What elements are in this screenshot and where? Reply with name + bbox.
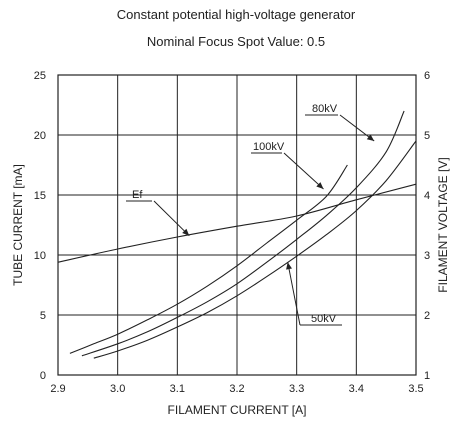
chart-subtitle: Nominal Focus Spot Value: 0.5	[147, 34, 325, 49]
x-tick-label: 3.3	[289, 383, 304, 395]
callout-arrowhead-80kv	[366, 134, 375, 141]
y2-tick-label: 2	[424, 310, 430, 322]
x-tick-label: 3.5	[408, 383, 423, 395]
y-tick-label: 15	[34, 190, 46, 202]
gridlines	[57, 74, 417, 376]
callout-label-80kv: 80kV	[312, 103, 338, 115]
y2-axis-label: FILAMENT VOLTAGE [V]	[436, 157, 450, 292]
curves	[57, 110, 417, 359]
callout-leader-50kv	[287, 262, 342, 326]
chart-title: Constant potential high-voltage generato…	[117, 7, 356, 22]
callout-label-50kv: 50kV	[311, 313, 337, 325]
y-axis-label: TUBE CURRENT [mA]	[11, 164, 25, 286]
tick-labels: 2.9 3.0 3.1 3.2 3.3 3.4 3.5 0 5 10 15 20 25 1 2 3 4 5 6	[34, 70, 430, 395]
x-tick-label: 3.0	[110, 383, 125, 395]
y2-tick-label: 1	[424, 370, 430, 382]
callout-leader-100kv	[251, 152, 324, 190]
x-tick-label: 3.4	[349, 383, 364, 395]
callout-arrowhead-ef	[182, 228, 190, 236]
y-tick-label: 10	[34, 250, 46, 262]
y-tick-label: 0	[40, 370, 46, 382]
series-line-50kv	[93, 140, 417, 359]
series-line-ef	[57, 183, 417, 263]
y-tick-label: 20	[34, 130, 46, 142]
series-line-80kv	[81, 110, 405, 357]
x-tick-label: 3.1	[170, 383, 185, 395]
callout-leader-ef	[126, 200, 190, 237]
x-tick-label: 3.2	[229, 383, 244, 395]
callout-label-ef: Ef	[132, 189, 143, 201]
callout-leader-80kv	[305, 114, 375, 142]
callout-arrowhead-50kv	[286, 262, 292, 270]
callout-arrowhead-100kv	[316, 182, 324, 189]
y2-tick-label: 3	[424, 250, 430, 262]
y-tick-label: 5	[40, 310, 46, 322]
y2-tick-label: 4	[424, 190, 430, 202]
x-tick-label: 2.9	[50, 383, 65, 395]
y2-tick-label: 5	[424, 130, 430, 142]
y2-tick-label: 6	[424, 70, 430, 82]
callout-label-100kv: 100kV	[253, 141, 285, 153]
plot-frame	[57, 74, 417, 376]
x-axis-label: FILAMENT CURRENT [A]	[168, 403, 307, 417]
y-tick-label: 25	[34, 70, 46, 82]
callouts: 80kV 100kV Ef 50kV	[126, 103, 375, 326]
